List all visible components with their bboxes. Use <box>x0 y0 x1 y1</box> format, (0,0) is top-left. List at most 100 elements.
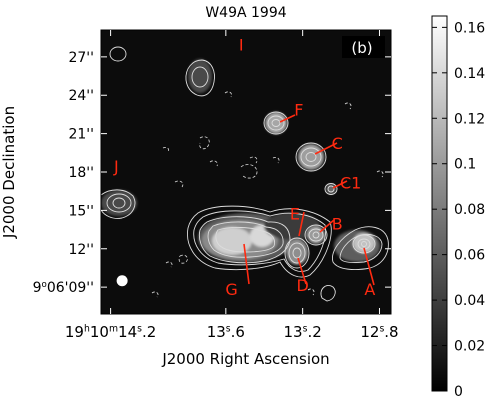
contour-I-2 <box>191 66 209 88</box>
contour-C1-1 <box>324 183 338 195</box>
contour-D-1 <box>284 237 310 269</box>
contour-G-complex-2 <box>193 210 327 272</box>
emission-A-core <box>353 233 375 253</box>
pointer-C1 <box>332 180 348 189</box>
contour-B-3 <box>312 231 320 239</box>
y-tick-label: 27'' <box>68 50 94 66</box>
contour-F-3 <box>271 119 281 127</box>
y-tick-label: 21'' <box>68 127 94 143</box>
emission-C1 <box>326 184 336 194</box>
x-tick-label-part: m <box>109 323 118 334</box>
colorbar-tick-label: 0 <box>454 384 463 400</box>
x-tick-label-part: s <box>303 323 308 334</box>
neg-contour-8 <box>272 156 280 164</box>
x-tick-label-part: .2 <box>142 323 156 341</box>
contour-noise-2 <box>320 285 336 302</box>
panel-label: (b) <box>351 39 372 57</box>
x-tick-label: 12s.8 <box>360 323 398 341</box>
contour-C-3 <box>305 152 317 162</box>
y-tick-label: 24'' <box>68 88 94 104</box>
label-pointer-layer <box>243 114 375 286</box>
y-tick-label: 9o06'09'' <box>33 280 94 296</box>
x-tick-label-part: .6 <box>231 323 245 341</box>
source-label-C1: C1 <box>340 174 361 193</box>
neg-contour-10 <box>178 254 188 264</box>
colorbar-tick-label: 0.04 <box>454 293 485 309</box>
negative-contour-layer <box>151 91 384 298</box>
contour-layer <box>101 46 389 302</box>
pointer-E <box>298 211 305 237</box>
y-tick-labels: 27'' 24'' 21'' 18'' 15'' 12'' 9o06'09'' <box>33 50 94 296</box>
contour-J-2 <box>106 193 132 213</box>
image-background <box>101 30 391 314</box>
colorbar <box>431 15 448 392</box>
x-tick-label-part: h <box>84 323 90 334</box>
pointer-D <box>297 257 307 285</box>
neg-contour-5 <box>240 164 258 179</box>
x-tick-label-part: 19 <box>65 323 84 341</box>
neg-contour-1 <box>224 91 232 98</box>
x-tick-label-part: .8 <box>384 323 398 341</box>
emission-bridge <box>264 212 320 240</box>
source-label-G: G <box>225 280 237 299</box>
contour-F-1 <box>263 111 289 135</box>
contour-C-2 <box>300 147 322 167</box>
source-label-E: E <box>290 204 300 223</box>
colorbar-tick-label: 0.16 <box>454 20 485 36</box>
x-tick-label-part: .2 <box>307 323 321 341</box>
chart-title: W49A 1994 <box>205 5 286 21</box>
source-label-I: I <box>239 35 244 54</box>
pointer-C <box>314 142 338 155</box>
contour-F-2 <box>267 115 285 131</box>
image-content <box>101 46 389 302</box>
pointer-A <box>363 247 375 286</box>
x-tick-label-part: s <box>226 323 231 334</box>
neg-contour-3 <box>162 146 170 153</box>
contour-A-5 <box>361 241 367 247</box>
contour-C1-2 <box>327 185 335 193</box>
contour-B-1 <box>304 224 328 246</box>
source-label-C: C <box>332 134 343 153</box>
y-tick-label-part: 06'09'' <box>47 280 94 296</box>
x-tick-labels: 19h10m14s.2 13s.6 13s.2 12s.8 <box>65 323 399 341</box>
x-tick-label-part: 10 <box>90 323 109 341</box>
y-tick-label-part: 9 <box>33 280 42 296</box>
source-label-F: F <box>294 101 303 120</box>
panel-label-box <box>342 36 385 58</box>
tick-marks <box>101 30 391 314</box>
colorbar-tick-label: 0.1 <box>454 157 476 173</box>
contour-I-1 <box>185 59 215 97</box>
neg-contour-7 <box>174 180 184 188</box>
source-label-B: B <box>332 215 343 234</box>
contour-A-1 <box>332 226 389 270</box>
contour-C-1 <box>295 142 327 172</box>
colorbar-tick-label: 0.14 <box>454 66 485 82</box>
emission-G-core-1 <box>212 227 252 255</box>
y-tick-label: 15'' <box>68 203 94 219</box>
y-tick-label-part: o <box>42 280 47 290</box>
contour-G-complex-1 <box>187 205 332 278</box>
contour-A-2 <box>339 233 383 263</box>
contour-J-3 <box>112 197 126 209</box>
x-tick-label-part: s <box>137 323 142 334</box>
contour-D-2 <box>288 242 306 264</box>
pointer-B <box>319 219 335 233</box>
x-tick-label-part: 12 <box>360 323 379 341</box>
neg-contour-12 <box>151 291 159 298</box>
x-axis-label: J2000 Right Ascension <box>161 350 329 368</box>
neg-contour-4 <box>209 160 218 167</box>
source-label-D: D <box>296 276 308 295</box>
pointer-F <box>279 114 296 123</box>
neg-contour-11 <box>165 261 173 268</box>
source-labels: I F C C1 J E B D A G <box>113 35 375 298</box>
pointer-G <box>243 243 250 285</box>
source-label-A: A <box>364 280 375 299</box>
emission-I <box>188 59 212 93</box>
y-axis-label: J2000 Declination <box>0 106 18 239</box>
colorbar-tick-label: 0.06 <box>454 248 485 264</box>
contour-G-3 <box>199 216 291 264</box>
neg-contour-13 <box>307 288 315 296</box>
contour-B-2 <box>308 228 324 242</box>
contour-G-5 <box>215 227 275 253</box>
x-tick-label-part: s <box>379 323 384 334</box>
